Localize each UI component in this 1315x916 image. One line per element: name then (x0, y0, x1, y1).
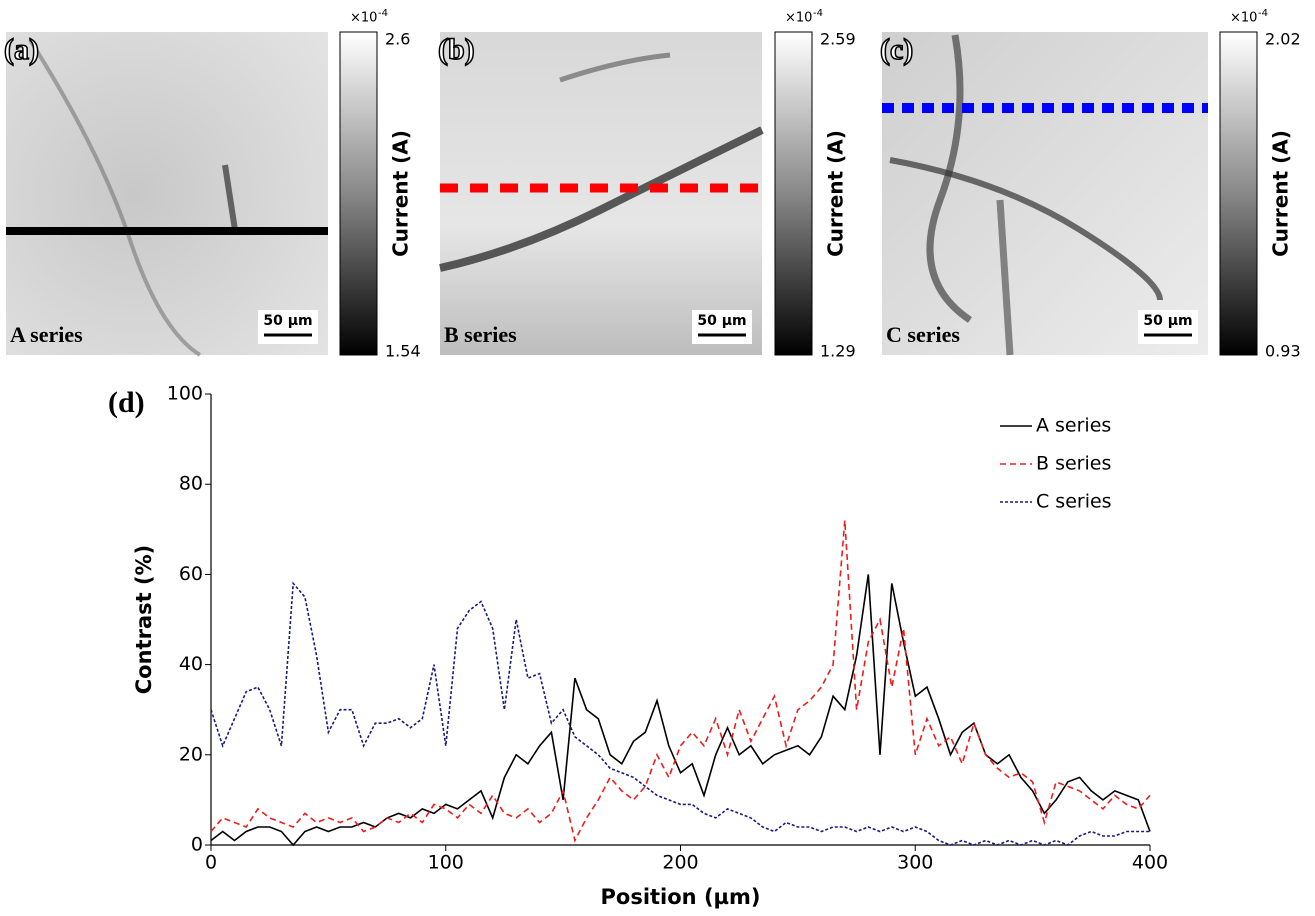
line-chart: 0 20 40 60 80 100 0 100 200 300 400 Position (µm) Co… (108, 383, 1168, 910)
colorbar (1219, 31, 1258, 356)
scale-bar-box (258, 310, 318, 344)
image-a (6, 32, 328, 357)
y-tick-label: 100 (167, 383, 203, 405)
legend-label: B series (1036, 453, 1111, 475)
colorbar-label: Current (A) (389, 130, 413, 257)
colorbar (774, 31, 813, 356)
y-tick-label: 60 (179, 563, 203, 585)
legend-label: A series (1036, 415, 1111, 437)
colorbar-label: Current (A) (824, 130, 848, 257)
colorbar-min: 0.93 (1265, 342, 1301, 361)
panel-label: (c) (880, 33, 913, 66)
y-tick-label: 40 (179, 653, 203, 675)
legend-label: C series (1036, 491, 1112, 513)
scale-bar-label: 50 µm (263, 313, 312, 329)
y-tick-label: 80 (179, 473, 203, 495)
x-axis-title: Position (µm) (601, 885, 761, 909)
colorbar-max: 2.6 (385, 30, 410, 49)
colorbar-max: 2.02 (1265, 30, 1301, 49)
colorbar-exponent: -4 (378, 8, 388, 19)
y-axis-title: Contrast (%) (132, 545, 156, 694)
x-tick-label: 300 (897, 852, 933, 874)
scale-bar-box (692, 310, 752, 344)
series-label: B series (444, 322, 517, 347)
series-label: A series (10, 322, 83, 347)
x-tick-label: 100 (428, 852, 464, 874)
panel-label: (b) (438, 33, 475, 66)
data-line (210, 574, 1151, 847)
colorbar (339, 31, 378, 356)
colorbar-max: 2.59 (820, 30, 856, 49)
scale-bar-box (1138, 310, 1198, 344)
data-line (210, 520, 1151, 843)
colorbar-min: 1.29 (820, 342, 856, 361)
panel-label: (a) (4, 33, 39, 66)
colorbar-exponent: -4 (813, 8, 823, 19)
scale-bar-label: 50 µm (1143, 313, 1192, 329)
data-line (210, 581, 1150, 846)
image-c (882, 32, 1208, 356)
series-label: C series (886, 322, 960, 347)
colorbar-multiplier: ×10 (350, 11, 377, 26)
x-tick-label: 0 (205, 852, 217, 874)
scale-bar-label: 50 µm (697, 313, 746, 329)
colorbar-min: 1.54 (385, 342, 421, 361)
y-tick-label: 20 (179, 743, 203, 765)
colorbar-multiplier: ×10 (785, 11, 812, 26)
y-tick-label: 0 (191, 834, 203, 856)
colorbar-label: Current (A) (1269, 130, 1293, 257)
panel-label: (d) (108, 386, 145, 419)
colorbar-exponent: -4 (1258, 8, 1268, 19)
x-tick-label: 400 (1132, 852, 1168, 874)
x-tick-label: 200 (662, 852, 698, 874)
image-b (439, 32, 764, 355)
colorbar-multiplier: ×10 (1230, 11, 1257, 26)
